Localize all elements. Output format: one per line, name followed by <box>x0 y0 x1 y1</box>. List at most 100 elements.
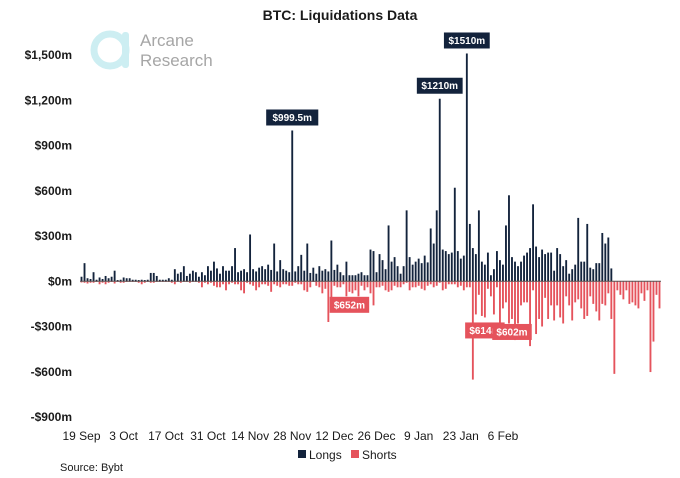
shorts-bar <box>294 281 297 283</box>
longs-bar <box>601 232 604 282</box>
shorts-bar <box>372 281 375 306</box>
shorts-bar <box>474 281 477 315</box>
longs-bar <box>595 263 598 282</box>
shorts-bar <box>462 281 465 291</box>
shorts-bar <box>173 281 176 285</box>
longs-bar <box>444 251 447 282</box>
longs-bar <box>492 269 495 282</box>
shorts-bar <box>300 281 303 285</box>
shorts-bar <box>321 281 324 294</box>
longs-bar <box>107 278 110 282</box>
longs-bar <box>541 249 544 282</box>
shorts-bar <box>188 281 191 283</box>
longs-bar <box>526 252 528 282</box>
shorts-bar <box>249 281 252 285</box>
longs-bar <box>345 261 348 282</box>
longs-bar <box>363 275 366 282</box>
shorts-bar <box>170 281 173 283</box>
shorts-bar <box>270 281 273 292</box>
longs-bar <box>288 272 291 282</box>
shorts-bar <box>589 281 592 297</box>
x-tick-label: 23 Jan <box>443 429 479 443</box>
longs-bar <box>489 275 492 282</box>
longs-bar <box>324 269 327 282</box>
shorts-bar <box>652 281 655 342</box>
callout-short: $602m <box>492 323 532 340</box>
shorts-bar <box>505 281 507 303</box>
longs-bar <box>577 217 580 282</box>
shorts-bar <box>119 281 122 283</box>
x-tick-label: 12 Dec <box>315 429 353 443</box>
longs-bar <box>297 266 300 282</box>
shorts-bar <box>544 281 547 298</box>
shorts-bar <box>423 281 426 291</box>
shorts-bar <box>628 281 631 304</box>
longs-bar <box>592 269 595 282</box>
longs-bar <box>471 248 474 282</box>
shorts-bar <box>324 281 327 289</box>
shorts-bar <box>483 281 486 318</box>
shorts-bar <box>444 281 447 289</box>
shorts-bar <box>402 281 405 285</box>
shorts-bar <box>601 281 604 304</box>
shorts-series <box>80 281 661 380</box>
longs-bar <box>505 225 507 282</box>
longs-bar <box>222 266 224 282</box>
longs-bar <box>532 204 534 282</box>
longs-bar <box>167 278 170 282</box>
shorts-bar <box>252 281 255 286</box>
y-tick-label: $600m <box>35 184 72 198</box>
shorts-bar <box>89 281 92 283</box>
arcane-research-logo: Arcane Research <box>90 30 213 70</box>
longs-bar <box>438 98 441 282</box>
shorts-bar <box>342 281 345 285</box>
longs-bar <box>589 267 592 282</box>
longs-bar <box>161 279 164 282</box>
shorts-bar <box>508 281 510 324</box>
shorts-bar <box>86 281 89 284</box>
longs-bar <box>408 257 411 282</box>
longs-bar <box>194 272 197 282</box>
y-tick-label: -$600m <box>31 365 72 379</box>
longs-series <box>80 53 613 282</box>
shorts-bar <box>137 281 140 283</box>
longs-bar <box>89 278 92 282</box>
shorts-bar <box>339 281 342 288</box>
longs-bar <box>508 195 510 282</box>
shorts-bar <box>571 281 574 321</box>
longs-bar <box>152 272 155 282</box>
shorts-bar <box>363 281 366 291</box>
shorts-bar <box>613 281 616 374</box>
shorts-bar <box>538 281 541 319</box>
longs-bar <box>544 254 547 282</box>
longs-bar <box>559 254 562 282</box>
x-tick-label: 14 Nov <box>231 429 269 443</box>
legend-swatch-longs <box>298 450 306 458</box>
longs-bar <box>80 276 83 282</box>
longs-bar <box>146 279 149 282</box>
callout-label: $1510m <box>448 36 485 47</box>
longs-bar <box>574 264 577 282</box>
shorts-bar <box>405 281 408 283</box>
shorts-bar <box>225 281 227 291</box>
longs-bar <box>318 266 321 282</box>
logo-line1: Arcane <box>140 31 194 50</box>
shorts-bar <box>486 281 489 289</box>
shorts-bar <box>143 281 146 283</box>
shorts-bar <box>381 281 384 286</box>
shorts-bar <box>213 281 215 286</box>
longs-bar <box>529 248 531 282</box>
longs-bar <box>149 272 152 282</box>
longs-bar <box>390 261 393 282</box>
shorts-bar <box>255 281 258 291</box>
shorts-bar <box>333 281 336 286</box>
shorts-bar <box>204 281 206 283</box>
shorts-bar <box>414 281 417 288</box>
longs-bar <box>598 263 601 282</box>
shorts-bar <box>556 281 559 306</box>
shorts-bar <box>640 281 643 294</box>
longs-bar <box>92 272 95 282</box>
shorts-bar <box>514 281 516 341</box>
longs-bar <box>83 263 86 282</box>
longs-bar <box>140 279 143 282</box>
